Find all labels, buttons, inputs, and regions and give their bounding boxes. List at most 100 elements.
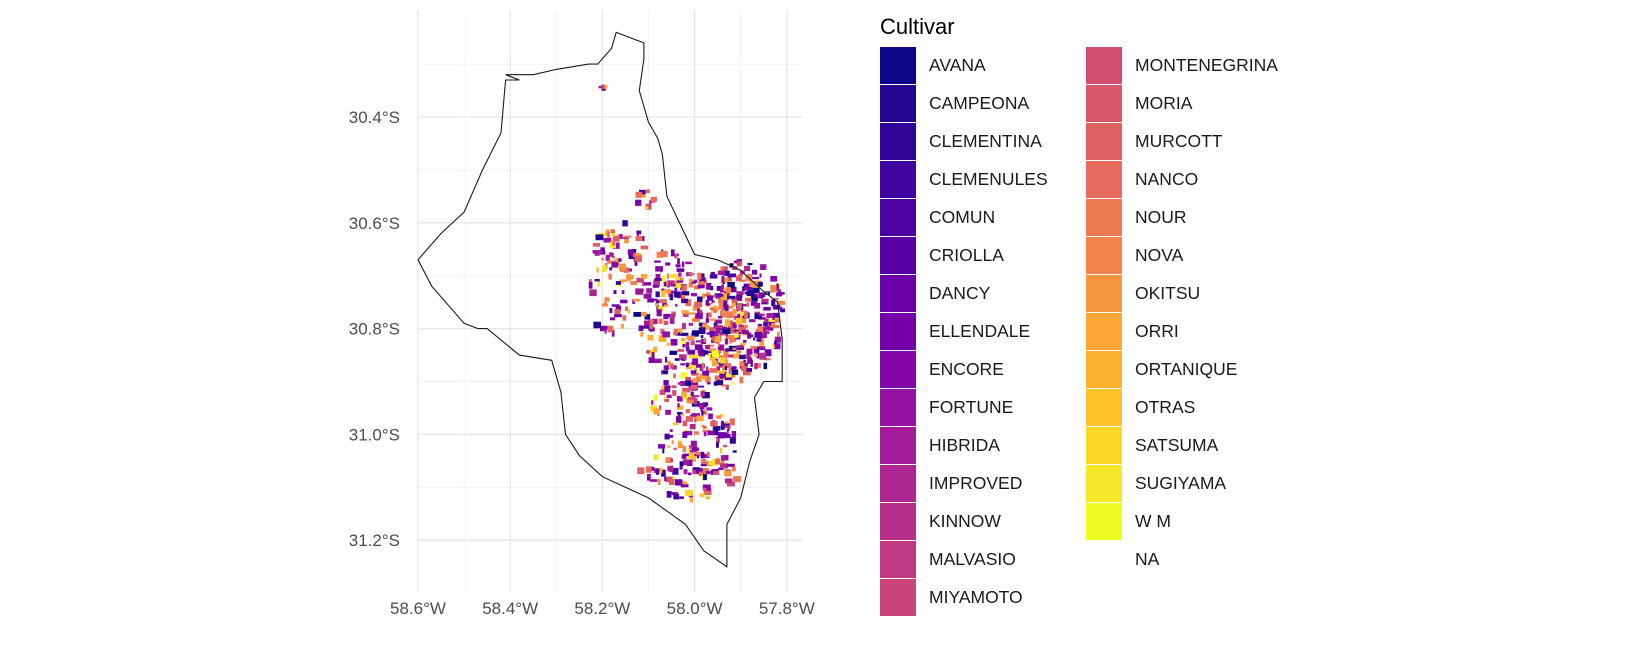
legend-label: KINNOW: [929, 510, 1001, 531]
parcel: [703, 350, 709, 355]
parcel: [604, 329, 607, 334]
legend-label: AVANA: [929, 54, 986, 75]
parcel: [667, 360, 671, 367]
parcel: [697, 405, 703, 408]
parcel: [718, 298, 723, 304]
parcel: [706, 312, 709, 319]
cultivar-legend: Cultivar AVANA CAMPEONA CLEMENTINA CLEMENUL…: [880, 12, 1300, 616]
parcel: [699, 273, 705, 277]
legend-label: ORRI: [1135, 320, 1179, 341]
parcel: [730, 286, 737, 293]
parcel: [620, 281, 624, 284]
legend-item: ENCORE: [880, 350, 1070, 388]
parcel: [710, 301, 713, 305]
parcel: [710, 420, 718, 427]
parcel: [687, 349, 695, 355]
parcel: [777, 300, 786, 305]
parcel: [669, 350, 678, 355]
parcel: [693, 285, 701, 290]
parcel: [715, 458, 721, 465]
parcel: [725, 384, 729, 390]
parcel: [699, 373, 707, 380]
parcel: [687, 397, 696, 400]
parcel: [701, 410, 704, 417]
parcel: [637, 467, 645, 475]
parcel: [759, 352, 767, 360]
parcel: [645, 206, 649, 210]
parcel: [657, 478, 661, 486]
parcel: [674, 253, 678, 259]
legend-item: ELLENDALE: [880, 312, 1070, 350]
legend-label: NA: [1135, 548, 1160, 569]
parcel: [655, 273, 661, 280]
legend-label: MONTENEGRINA: [1135, 54, 1278, 75]
parcel: [682, 261, 685, 268]
parcel: [670, 273, 677, 278]
parcel: [726, 311, 735, 319]
parcel: [614, 314, 622, 318]
parcel: [613, 290, 617, 294]
parcel: [694, 301, 702, 308]
parcel: [696, 451, 701, 457]
parcel: [681, 414, 685, 417]
parcel: [633, 312, 641, 317]
legend-item: IMPROVED: [880, 464, 1070, 502]
parcel: [719, 447, 723, 454]
parcel: [663, 320, 669, 325]
parcel: [770, 324, 775, 328]
parcel: [722, 365, 725, 371]
legend-label: MORIA: [1135, 92, 1193, 113]
parcel: [758, 292, 766, 298]
parcel: [706, 344, 715, 347]
parcel: [699, 277, 706, 284]
parcel: [678, 272, 682, 277]
parcel: [754, 331, 763, 338]
parcel: [621, 290, 625, 294]
parcel: [660, 290, 666, 297]
parcel: [723, 266, 728, 271]
parcel: [712, 425, 721, 431]
legend-item: CAMPEONA: [880, 84, 1070, 122]
parcel: [669, 468, 672, 473]
legend-item: CLEMENULES: [880, 160, 1070, 198]
parcel: [658, 318, 663, 324]
parcel: [594, 279, 600, 282]
parcel: [624, 235, 632, 238]
x-tick-label: 58.6°W: [390, 599, 446, 618]
parcel: [684, 430, 693, 436]
parcel: [731, 466, 736, 472]
legend-swatch: [880, 350, 916, 388]
parcel: [669, 293, 674, 301]
parcel: [720, 420, 724, 427]
parcel: [724, 319, 731, 326]
parcel: [749, 280, 756, 287]
parcel: [758, 295, 764, 299]
parcel: [664, 396, 667, 401]
parcel: [736, 346, 744, 350]
parcel: [718, 294, 724, 297]
legend-item: NANCO: [1086, 160, 1276, 198]
parcel: [725, 304, 729, 311]
parcel: [725, 306, 733, 309]
parcel: [690, 384, 698, 390]
parcel: [611, 329, 615, 337]
parcel: [662, 275, 666, 283]
parcel: [719, 344, 725, 351]
parcel: [720, 376, 726, 380]
parcel: [738, 279, 746, 282]
parcel: [665, 313, 670, 318]
y-tick-label: 31.0°S: [349, 425, 400, 444]
parcel: [718, 364, 724, 368]
parcel: [717, 432, 726, 439]
parcel: [682, 344, 686, 348]
parcel: [737, 313, 740, 319]
legend-swatch: [880, 84, 916, 122]
parcel: [689, 278, 692, 284]
legend-item: OKITSU: [1086, 274, 1276, 312]
parcel: [747, 358, 753, 364]
parcel: [611, 230, 616, 237]
parcel: [669, 435, 674, 438]
legend-label: HIBRIDA: [929, 434, 1000, 455]
parcel: [667, 293, 671, 297]
parcel: [673, 447, 677, 450]
